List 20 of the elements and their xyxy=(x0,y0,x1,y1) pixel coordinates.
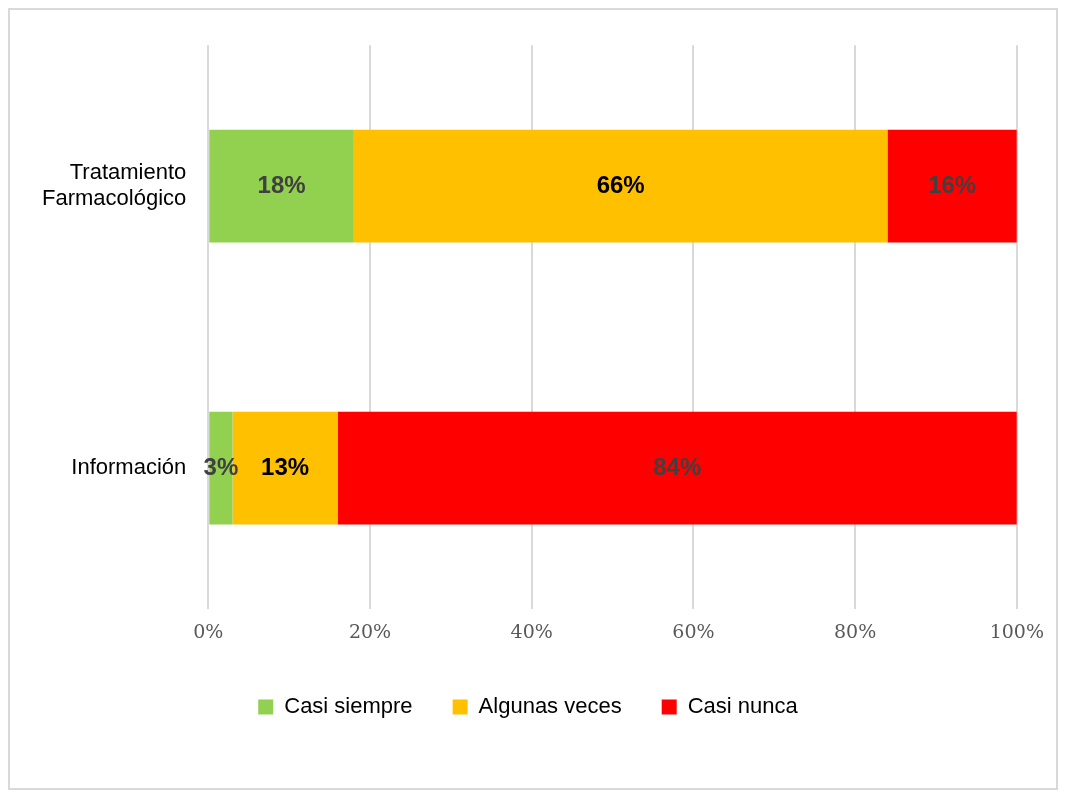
x-tick-label: 40% xyxy=(510,619,553,642)
x-tick-label: 100% xyxy=(989,619,1044,642)
bar xyxy=(353,129,888,243)
x-tick-label: 80% xyxy=(834,619,877,642)
legend-label: Casi siempre xyxy=(284,693,413,719)
x-tick-label: 60% xyxy=(672,619,715,642)
data-label: 84% xyxy=(653,452,702,480)
bar xyxy=(887,129,1017,243)
bar xyxy=(209,129,354,243)
data-label: 16% xyxy=(928,170,977,198)
legend-label: Algunas veces xyxy=(478,693,622,719)
x-tick-label: 0% xyxy=(193,619,224,642)
y-tick-label: Tratamiento Farmacológico xyxy=(42,159,187,211)
data-label: 18% xyxy=(257,170,306,198)
bar xyxy=(337,411,1017,525)
y-tick-label: Información xyxy=(71,454,187,480)
legend-label: Casi nunca xyxy=(687,693,799,719)
data-label: 13% xyxy=(261,452,310,480)
data-label: 66% xyxy=(596,170,645,198)
x-tick-label: 20% xyxy=(348,619,392,642)
